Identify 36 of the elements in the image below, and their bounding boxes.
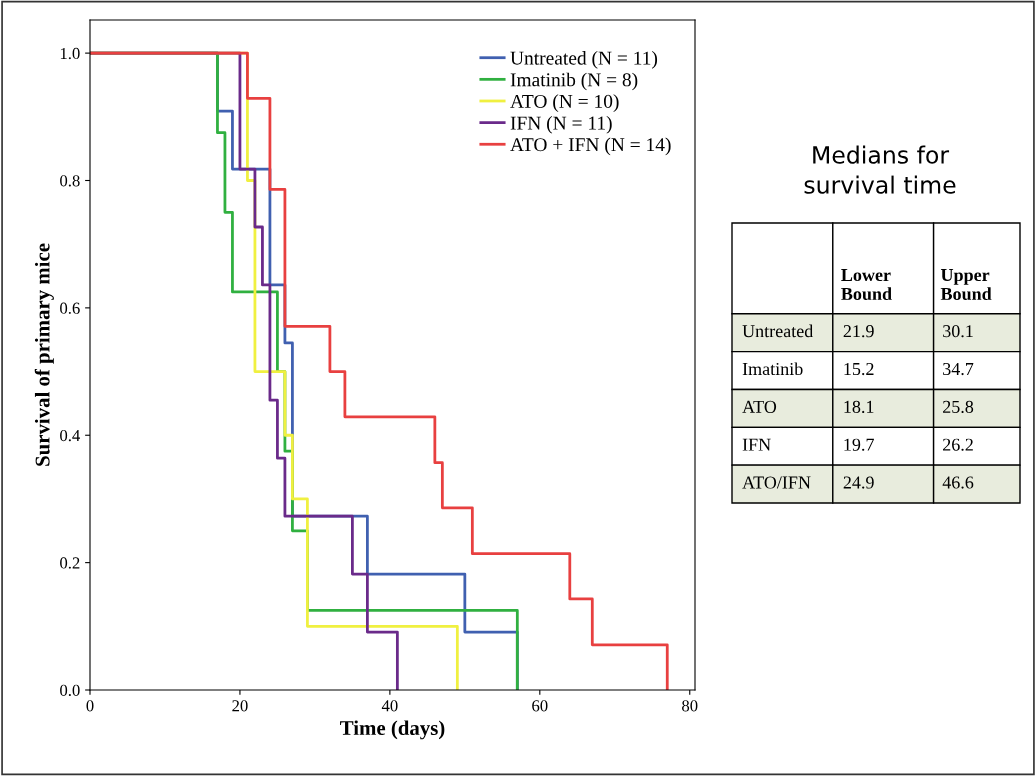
x-tick-label: 60 [532, 700, 548, 712]
data-label: 15.2 [844, 362, 874, 376]
data-label: 21.9 [843, 325, 874, 338]
data-label: 24.9 [843, 476, 874, 489]
legend-label: Untreated (N = 11) [510, 51, 658, 69]
x-tick-label: 20 [232, 700, 248, 712]
legend-label: ATO + IFN (N = 14) [510, 137, 671, 156]
legend-label: IFN (N = 11) [510, 115, 612, 134]
data-label: 34.7 [943, 362, 974, 376]
x-axis-title: Time (days) [340, 720, 445, 740]
category-label: ATO [742, 400, 777, 413]
category-label: Imatinib [742, 362, 803, 376]
text: Medians for survival time [804, 145, 956, 194]
data-label: 19.7 [844, 438, 874, 451]
category-label: ATO/IFN [742, 476, 811, 489]
data-label: 46.6 [942, 476, 974, 489]
legend-label: ATO (N = 10) [510, 94, 619, 112]
data-label: 18.1 [844, 400, 874, 413]
y-tick-label: 1.0 [60, 47, 80, 60]
category-label: Untreated [742, 324, 814, 338]
legend-label: Imatinib (N = 8) [510, 72, 638, 91]
y-axis-title: Survival of primary mice [34, 243, 54, 466]
data-label: 30.1 [943, 325, 973, 338]
y-tick-label: 0.2 [60, 557, 80, 569]
y-tick-label: 0.8 [60, 175, 80, 187]
y-tick-label: 0.4 [60, 429, 81, 442]
y-tick-label: 0.0 [60, 684, 80, 697]
category-label: IFN [742, 438, 771, 451]
x-tick-label: 40 [381, 700, 398, 712]
series-label: Lower Bound [841, 269, 892, 301]
x-tick-label: 80 [682, 700, 698, 712]
series-label: Upper Bound [940, 269, 992, 301]
data-label: 26.2 [943, 438, 973, 451]
data-label: 25.8 [943, 400, 974, 413]
x-tick-label: 0 [86, 700, 94, 712]
y-tick-label: 0.6 [60, 302, 80, 314]
